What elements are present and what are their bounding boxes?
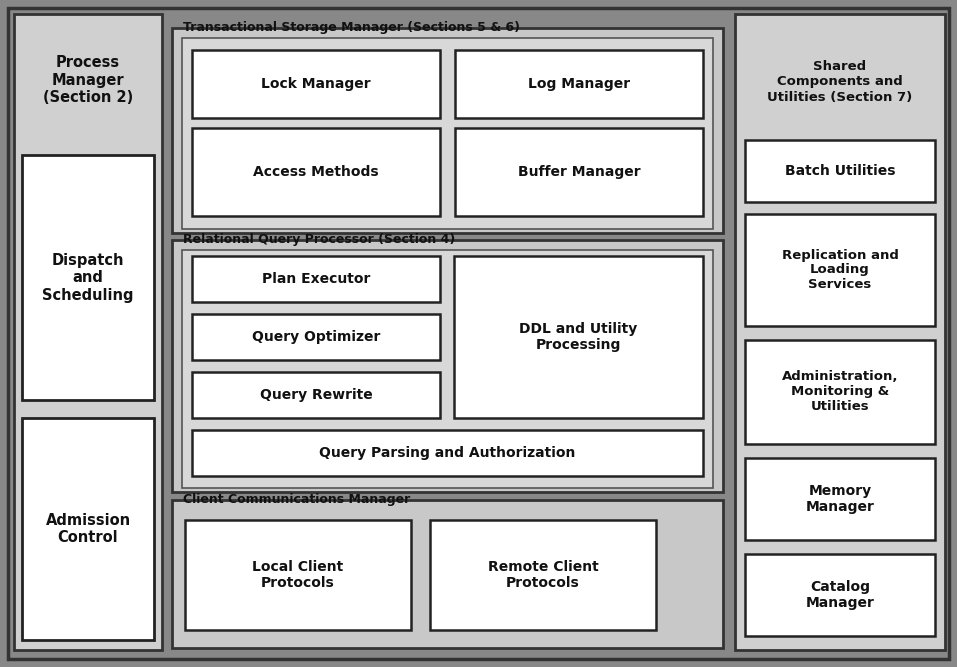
Bar: [454, 256, 703, 418]
Text: Replication and
Loading
Services: Replication and Loading Services: [782, 249, 899, 291]
Text: Lock Manager: Lock Manager: [261, 77, 370, 91]
Bar: [192, 50, 440, 118]
Bar: [185, 520, 411, 630]
Text: DDL and Utility
Processing: DDL and Utility Processing: [519, 322, 637, 352]
Bar: [745, 458, 935, 540]
Text: Query Rewrite: Query Rewrite: [259, 388, 372, 402]
Text: Batch Utilities: Batch Utilities: [785, 164, 895, 178]
Bar: [192, 128, 440, 216]
Text: Client Communications Manager: Client Communications Manager: [183, 493, 411, 506]
Bar: [172, 500, 723, 648]
Bar: [455, 50, 703, 118]
Bar: [172, 28, 723, 233]
Text: Local Client
Protocols: Local Client Protocols: [253, 560, 344, 590]
Bar: [455, 128, 703, 216]
Text: Process
Manager
(Section 2): Process Manager (Section 2): [43, 55, 133, 105]
Text: Log Manager: Log Manager: [528, 77, 630, 91]
Text: Admission
Control: Admission Control: [45, 513, 130, 545]
Text: Buffer Manager: Buffer Manager: [518, 165, 640, 179]
Bar: [745, 214, 935, 326]
Text: Query Parsing and Authorization: Query Parsing and Authorization: [319, 446, 575, 460]
Bar: [745, 554, 935, 636]
Bar: [22, 418, 154, 640]
Bar: [192, 372, 440, 418]
Text: Access Methods: Access Methods: [254, 165, 379, 179]
Bar: [745, 140, 935, 202]
Bar: [22, 155, 154, 400]
Bar: [192, 314, 440, 360]
Text: Plan Executor: Plan Executor: [262, 272, 370, 286]
Bar: [172, 240, 723, 492]
Bar: [735, 14, 945, 650]
Text: Dispatch
and
Scheduling: Dispatch and Scheduling: [42, 253, 134, 303]
Text: Administration,
Monitoring &
Utilities: Administration, Monitoring & Utilities: [782, 370, 899, 414]
Bar: [430, 520, 656, 630]
Text: Memory
Manager: Memory Manager: [806, 484, 875, 514]
Bar: [192, 430, 703, 476]
Bar: [182, 38, 713, 229]
Text: Transactional Storage Manager (Sections 5 & 6): Transactional Storage Manager (Sections …: [183, 21, 520, 34]
Text: Remote Client
Protocols: Remote Client Protocols: [488, 560, 598, 590]
Bar: [182, 250, 713, 488]
Text: Shared
Components and
Utilities (Section 7): Shared Components and Utilities (Section…: [768, 61, 913, 103]
Bar: [192, 256, 440, 302]
Bar: [745, 340, 935, 444]
Text: Query Optimizer: Query Optimizer: [252, 330, 380, 344]
Text: Relational Query Processor (Section 4): Relational Query Processor (Section 4): [183, 233, 456, 246]
Bar: [14, 14, 162, 650]
Text: Catalog
Manager: Catalog Manager: [806, 580, 875, 610]
